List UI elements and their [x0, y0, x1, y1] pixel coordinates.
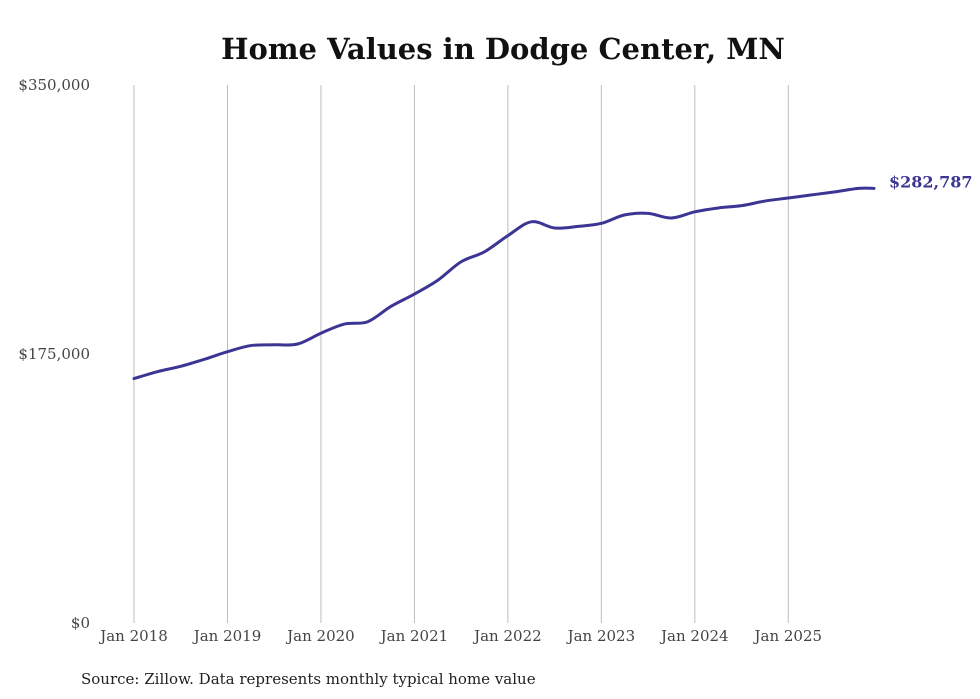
series-line — [132, 186, 876, 381]
x-tick-label: Jan 2019 — [192, 627, 262, 645]
chart-title: Home Values in Dodge Center, MN — [221, 32, 785, 66]
gridlines — [133, 85, 789, 623]
x-tick-label: Jan 2022 — [472, 627, 542, 645]
x-tick-label: Jan 2024 — [659, 627, 729, 645]
y-tick-label: $0 — [71, 614, 90, 632]
x-tick-label: Jan 2025 — [753, 627, 823, 645]
x-axis-ticks: Jan 2018 Jan 2019 Jan 2020 Jan 2021 Jan 2022… — [98, 627, 822, 645]
x-tick-label: Jan 2018 — [98, 627, 168, 645]
y-axis-ticks: $0 $175,000 $350,000 — [18, 76, 90, 632]
x-tick-label: Jan 2021 — [379, 627, 449, 645]
y-tick-label: $175,000 — [18, 345, 90, 363]
series-end-label: $282,787 — [889, 172, 973, 191]
x-tick-label: Jan 2020 — [285, 627, 355, 645]
series-layer: $282,787 — [132, 172, 973, 381]
y-tick-label: $350,000 — [18, 76, 90, 94]
source-note: Source: Zillow. Data represents monthly … — [81, 670, 536, 688]
x-tick-label: Jan 2023 — [566, 627, 636, 645]
